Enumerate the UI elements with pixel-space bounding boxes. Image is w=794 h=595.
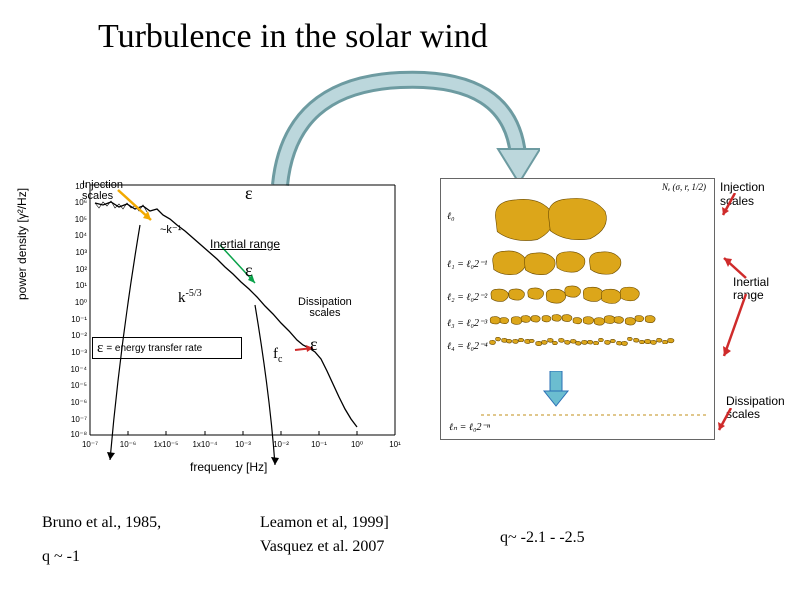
svg-text:10⁴: 10⁴	[75, 231, 88, 240]
ref-vasquez: Vasquez et al. 2007	[260, 538, 384, 556]
svg-text:1x10⁻⁵: 1x10⁻⁵	[154, 440, 179, 449]
svg-text:10⁻⁸: 10⁻⁸	[71, 430, 88, 439]
ref-leamon: Leamon et al, 1999]	[260, 514, 389, 532]
y-axis-label: power density [γ²/Hz]	[15, 188, 29, 300]
svg-text:10⁵: 10⁵	[75, 215, 87, 224]
svg-text:10⁻²: 10⁻²	[71, 331, 87, 340]
svg-text:10⁻⁶: 10⁻⁶	[120, 440, 136, 449]
epsilon-mid: ε	[245, 260, 253, 281]
red-arrow-dissipation-icon	[716, 408, 736, 438]
k53-label: k-5/3	[178, 288, 202, 307]
cascade-row-label: ℓ₃ = ℓ₀2⁻³	[447, 318, 487, 329]
eddy-blob	[507, 288, 527, 302]
eddy-blob	[553, 250, 590, 276]
cascade-down-arrow-icon	[541, 371, 571, 407]
k-minus1-label: ~k⁻¹	[160, 223, 181, 236]
eddy-blob	[526, 287, 546, 301]
inertial-range-label: Inertial range	[210, 237, 280, 251]
eddy-blob	[644, 315, 657, 324]
cascade-dashed-line	[481, 411, 706, 419]
svg-text:10³: 10³	[75, 248, 87, 257]
eddy-blob	[586, 250, 626, 279]
eddy-blob	[563, 285, 583, 299]
cascade-header: Nₑ (σ, r, 1/2)	[662, 182, 706, 192]
eddy-blob	[667, 338, 675, 344]
svg-text:10⁻²: 10⁻²	[273, 440, 289, 449]
cascade-row-label: ℓ₂ = ℓ₀2⁻²	[447, 292, 487, 303]
svg-text:10¹: 10¹	[75, 281, 87, 290]
cascade-row-label: ℓ₄ = ℓ₀2⁻⁴	[447, 341, 488, 352]
ref-bruno: Bruno et al., 1985,	[42, 514, 161, 532]
power-spectrum-chart: 10⁷10⁶10⁵ 10⁴10³10² 10¹10⁰10⁻¹ 10⁻²10⁻³1…	[45, 175, 415, 470]
dissipation-scales-label: Dissipation scales	[298, 297, 352, 319]
svg-text:10¹: 10¹	[389, 440, 401, 449]
cascade-row-label: ℓ₁ = ℓ₀2⁻¹	[447, 259, 487, 270]
svg-text:10⁻⁷: 10⁻⁷	[82, 440, 98, 449]
eddy-blob	[621, 341, 628, 346]
energy-transfer-box: ε = energy transfer rate	[92, 337, 242, 359]
svg-text:10⁻³: 10⁻³	[71, 348, 87, 357]
ref-q2: q~ -2.1 - -2.5	[500, 529, 585, 547]
cascade-bottom-label: ℓₙ = ℓ₀2⁻ⁿ	[449, 422, 490, 433]
eddy-cascade-panel: Nₑ (σ, r, 1/2) ℓ₀ ℓ₁ = ℓ₀2⁻¹ ℓ₂ = ℓ₀2⁻² ℓ₃ …	[440, 178, 715, 440]
eddy-blob	[618, 286, 643, 304]
svg-text:1x10⁻⁴: 1x10⁻⁴	[192, 440, 218, 449]
svg-text:10⁻⁷: 10⁻⁷	[71, 415, 87, 424]
svg-text:10²: 10²	[75, 265, 87, 274]
svg-text:10⁰: 10⁰	[351, 440, 363, 449]
slide-title: Turbulence in the solar wind	[98, 18, 488, 56]
svg-text:10⁻¹: 10⁻¹	[311, 440, 327, 449]
x-axis-label: frequency [Hz]	[190, 460, 267, 474]
injection-scales-label: Injection scales	[82, 180, 123, 202]
svg-text:10⁻¹: 10⁻¹	[71, 315, 87, 324]
fc-label: fc	[273, 346, 282, 365]
svg-text:10⁰: 10⁰	[75, 298, 87, 307]
epsilon-top: ε	[245, 183, 253, 204]
ref-q1: q ~ -1	[42, 548, 80, 566]
red-arrow-injection-icon	[720, 193, 740, 223]
epsilon-bot: ε	[310, 334, 318, 355]
cascade-row-label: ℓ₀	[447, 211, 455, 222]
svg-text:10⁻⁵: 10⁻⁵	[71, 381, 87, 390]
svg-text:10⁻⁶: 10⁻⁶	[71, 398, 87, 407]
red-arrow-inertial-icon	[718, 256, 778, 366]
eddy-blob	[542, 195, 616, 248]
svg-text:10⁻⁴: 10⁻⁴	[70, 365, 87, 374]
svg-text:10⁻³: 10⁻³	[235, 440, 251, 449]
